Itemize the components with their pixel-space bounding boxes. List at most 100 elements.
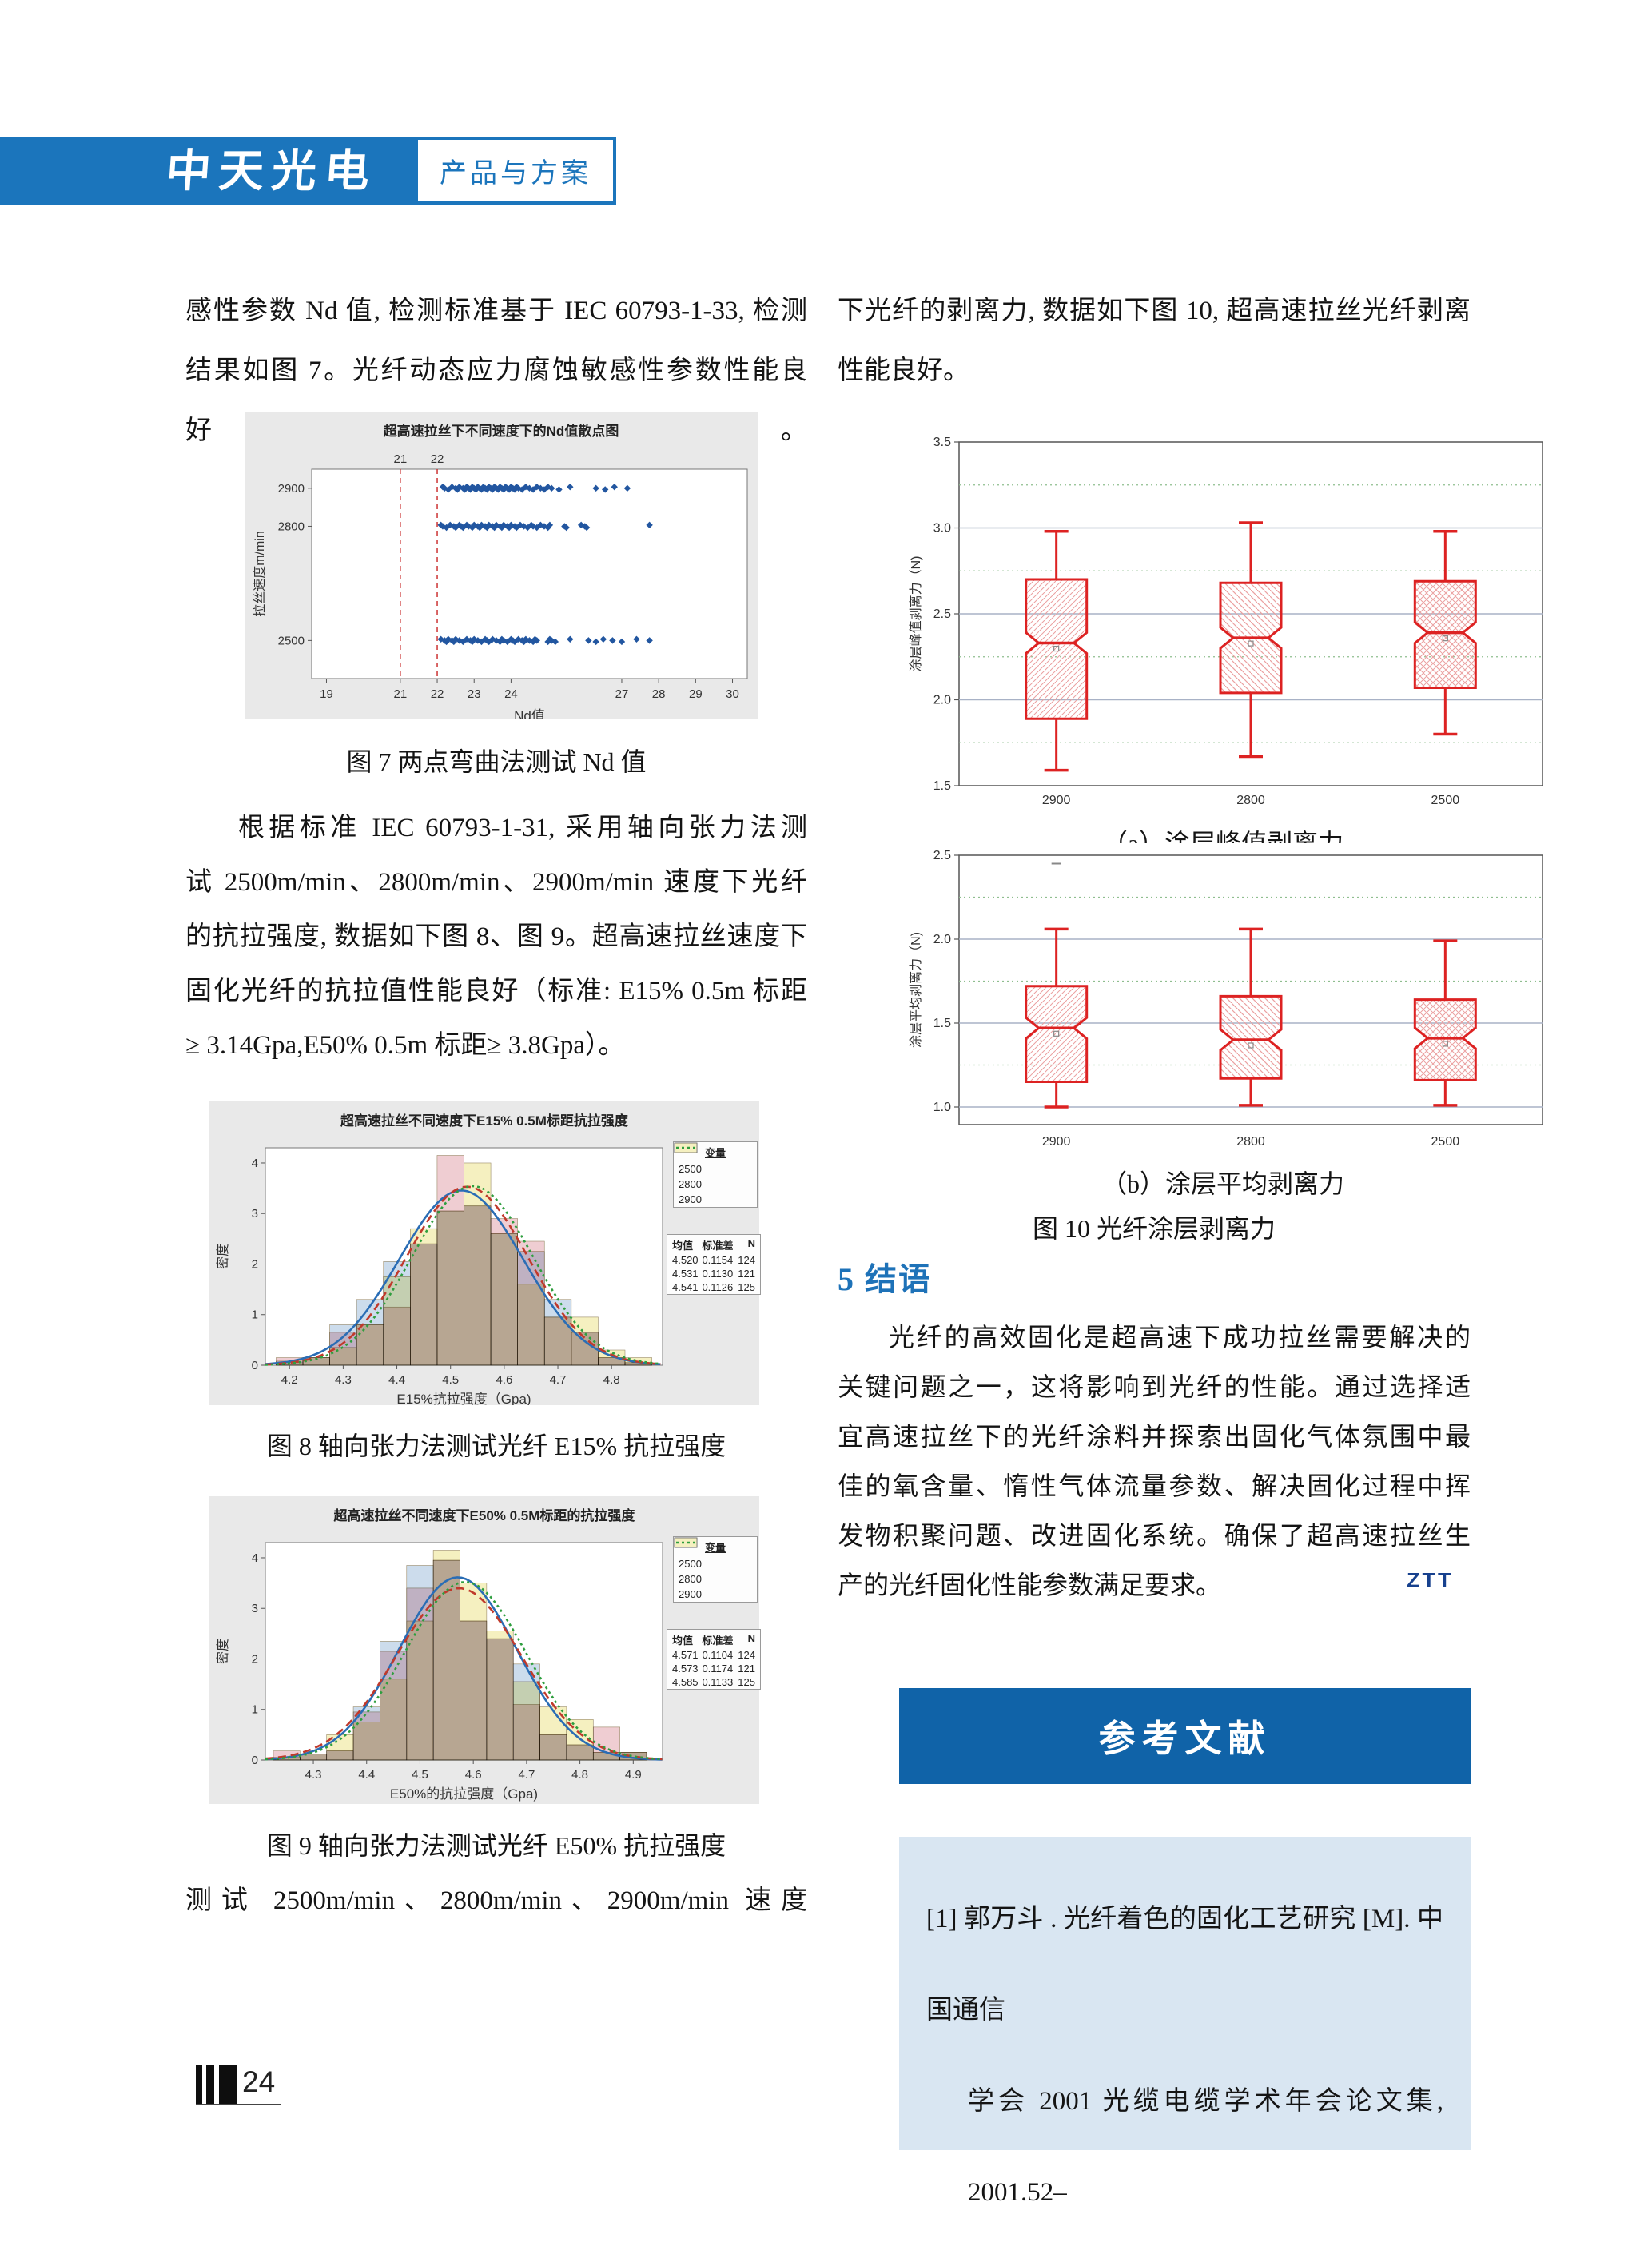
svg-text:1: 1 (252, 1308, 258, 1322)
fig9-svg: 0 1 2 3 4 4.3 4.4 4.5 4.6 4.7 4.8 4.9 E50%的抗拉强度（Gpa)… (216, 1542, 663, 1802)
text-line: 产的光纤固化性能参数满足要求。 (838, 1571, 1222, 1599)
svg-text:E15%抗拉强度（Gpa): E15%抗拉强度（Gpa) (396, 1392, 531, 1405)
svg-text:2900: 2900 (1042, 1135, 1071, 1149)
text-line: 的抗拉强度, 数据如下图 8、图 9。超高速拉丝速度下 (185, 922, 807, 951)
fig10b-box-2500 (1413, 939, 1477, 1107)
svg-text:1.5: 1.5 (933, 779, 951, 793)
svg-text:1.5: 1.5 (933, 1017, 951, 1030)
figure9-caption: 图 9 轴向张力法测试光纤 E50% 抗拉强度 (266, 1831, 726, 1860)
svg-text:1: 1 (252, 1703, 258, 1717)
stats-row: 4.571 0.1104 124 (672, 1649, 755, 1661)
footer-rule (196, 2104, 281, 2105)
stats-header: 均值 标准差 N (672, 1632, 755, 1647)
figure9-title: 超高速拉丝不同速度下E50% 0.5M标距的抗拉强度 (333, 1508, 635, 1523)
fig8-legend: 变量 2500 2800 2900 (673, 1141, 758, 1208)
legend-item: 2900 (674, 1537, 757, 1602)
legend-item: 2800 (674, 1142, 757, 1192)
header-brand-bar (0, 137, 415, 205)
svg-text:2500: 2500 (1431, 794, 1460, 807)
conclusion-paragraph: 光纤的高效固化是超高速下成功拉丝需要解决的 关键问题之一，这将影响到光纤的性能。通… (838, 1312, 1471, 1610)
references-header-bar: 参考文献 (899, 1688, 1471, 1784)
footer-bar-icon (219, 2065, 237, 2105)
legend-title: 变量 (704, 1147, 726, 1159)
fig10b-svg: 1.0 1.5 2.0 2.5 2900 2800 2500 涂层平均剥离力（N) (909, 849, 1543, 1149)
right-paragraph-1: 下光纤的剥离力, 数据如下图 10, 超高速拉丝光纤剥离 性能良好。 (838, 281, 1471, 401)
stats-header: 均值 标准差 N (672, 1237, 755, 1252)
svg-text:2500: 2500 (278, 634, 305, 647)
svg-text:2800: 2800 (1236, 1135, 1265, 1149)
text-line: 光纤的高效固化是超高速下成功拉丝需要解决的 (889, 1323, 1471, 1352)
svg-text:1.0: 1.0 (933, 1101, 951, 1114)
fig8-svg: 0 1 2 3 4 4.2 4.3 4.4 4.5 4.6 4.7 4.8 E15%抗拉强度（Gpa) 密… (216, 1147, 663, 1405)
figure7-canvas: 21 22 2500 2800 2900 19 21 22 23 24 27 28 29 30 Nd值 拉丝速… (245, 412, 758, 719)
svg-text:4.5: 4.5 (412, 1768, 428, 1782)
figure8-canvas: 0 1 2 3 4 4.2 4.3 4.4 4.5 4.6 4.7 4.8 E15%抗拉强度（Gpa) 密… (209, 1101, 761, 1405)
svg-text:22: 22 (431, 452, 444, 466)
svg-text:21: 21 (394, 452, 408, 466)
svg-text:3.0: 3.0 (933, 522, 951, 536)
ztt-guangdian-logo: 中天光电 (164, 145, 380, 196)
fig9-bars (273, 1550, 647, 1761)
references-title: 参考文献 (1098, 1718, 1272, 1759)
svg-text:2.0: 2.0 (933, 694, 951, 707)
text-line: 下光纤的剥离力, 数据如下图 10, 超高速拉丝光纤剥离 (838, 297, 1471, 325)
svg-text:涂层平均剥离力（N): 涂层平均剥离力（N) (909, 932, 923, 1048)
fig10a-box-2500 (1413, 530, 1477, 736)
text-line: 发物积聚问题、改进固化系统。确保了超高速拉丝生 (838, 1521, 1471, 1550)
svg-text:21: 21 (394, 687, 408, 701)
svg-text:2.5: 2.5 (933, 849, 951, 862)
fig7-svg: 21 22 2500 2800 2900 19 21 22 23 24 27 28 29 30 Nd值 拉丝速… (253, 452, 748, 719)
svg-text:29: 29 (689, 687, 703, 701)
figure7-nd-scatter: 超高速拉丝下不同速度下的Nd值散点图 21 22 2500 2800 2900 19 21 2… (245, 412, 758, 719)
svg-text:2900: 2900 (278, 482, 305, 496)
footer-bar-icon (206, 2065, 214, 2105)
svg-text:4.7: 4.7 (518, 1768, 535, 1782)
references-body: [1] 郭万斗 . 光纤着色的固化工艺研究 [M]. 中国通信 学会 2001 光… (899, 1837, 1471, 2207)
figure10a-peak-peel-boxplot: 1.5 2.0 2.5 3.0 3.5 2900 2800 2500 涂层峰值剥离力（N) (899, 430, 1547, 815)
svg-text:密度: 密度 (216, 1639, 230, 1664)
figure8-e15-histogram: 超高速拉丝不同速度下E15% 0.5M标距抗拉强度 0 1 2 3 4 4.2 4.3 4.4… (209, 1101, 761, 1405)
svg-text:27: 27 (615, 687, 629, 701)
fig9-curves (265, 1576, 663, 1761)
text-line: P57. (926, 2238, 1443, 2242)
svg-text:4.6: 4.6 (496, 1373, 512, 1387)
svg-text:23: 23 (468, 687, 481, 701)
legend-item: 2900 (674, 1142, 757, 1207)
legend-swatch-icon (674, 1537, 698, 1548)
svg-text:0: 0 (252, 1754, 258, 1767)
svg-text:拉丝速度m/min: 拉丝速度m/min (253, 531, 267, 617)
svg-text:2.0: 2.0 (933, 933, 951, 946)
stats-row: 4.585 0.1133 125 (672, 1676, 755, 1688)
svg-text:0: 0 (252, 1359, 258, 1372)
text-line: 根据标准 IEC 60793-1-31, 采用轴向张力法测 (238, 814, 807, 842)
svg-text:30: 30 (726, 687, 739, 701)
svg-text:3: 3 (252, 1602, 258, 1615)
svg-text:4.3: 4.3 (335, 1373, 352, 1387)
text-line: 感性参数 Nd 值, 检测标准基于 IEC 60793-1-33, 检测 (185, 297, 807, 325)
figure7-caption: 图 7 两点弯曲法测试 Nd 值 (346, 747, 647, 776)
text-line: 测试 2500m/min、2800m/min、2900m/min 速度 (185, 1886, 807, 1915)
svg-text:4.8: 4.8 (603, 1373, 620, 1387)
page-number: 24 (242, 2065, 276, 2098)
fig10b-box-2900 (1025, 927, 1089, 1109)
svg-text:2.5: 2.5 (933, 607, 951, 621)
svg-text:4.4: 4.4 (358, 1768, 375, 1782)
svg-text:Nd值: Nd值 (514, 708, 545, 719)
svg-text:3: 3 (252, 1207, 258, 1221)
fig8-bars (276, 1155, 652, 1366)
text-line: 试 2500m/min、2800m/min、2900m/min 速度下光纤 (185, 868, 807, 897)
svg-text:4.2: 4.2 (281, 1373, 298, 1387)
text-line: 固化光纤的抗拉值性能良好（标准: E15% 0.5m 标距 (185, 977, 807, 1006)
figure7-title: 超高速拉丝下不同速度下的Nd值散点图 (383, 424, 619, 439)
section-tab-label: 产品与方案 (440, 158, 591, 189)
figure10-caption: 图 10 光纤涂层剥离力 (1032, 1214, 1276, 1243)
figure10b-avg-peel-boxplot: 1.0 1.5 2.0 2.5 2900 2800 2500 涂层平均剥离力（N) (899, 843, 1547, 1161)
figure10a-canvas: 1.5 2.0 2.5 3.0 3.5 2900 2800 2500 涂层峰值剥离力（N) (899, 430, 1547, 815)
legend-swatch-icon (674, 1142, 698, 1153)
text-line: 佳的氧含量、惰性气体流量参数、解决固化过程中挥 (838, 1471, 1471, 1500)
svg-text:4.5: 4.5 (442, 1373, 459, 1387)
legend-item: 2500 (674, 1142, 757, 1177)
svg-text:E50%的抗拉强度（Gpa): E50%的抗拉强度（Gpa) (390, 1786, 538, 1802)
stats-row: 4.520 0.1154 124 (672, 1254, 755, 1266)
svg-text:2: 2 (252, 1257, 258, 1271)
